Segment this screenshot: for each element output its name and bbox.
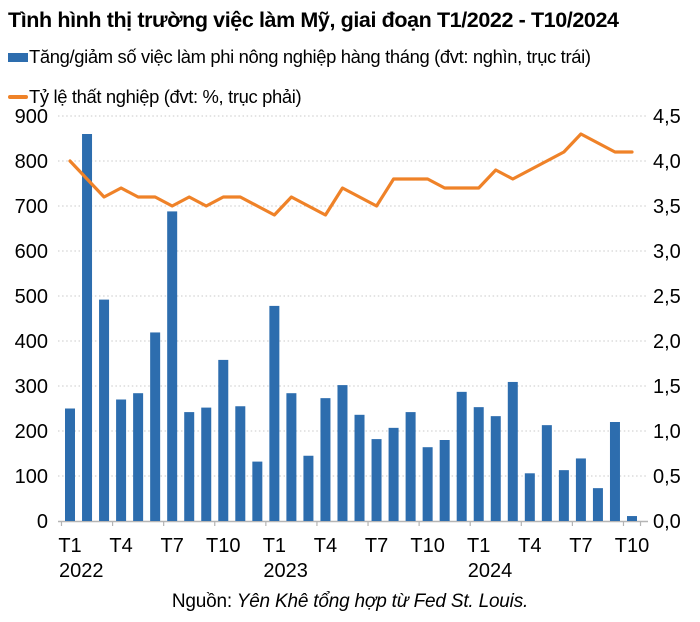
payrolls-bar (490, 416, 501, 521)
left-axis-label: 800 (15, 151, 48, 173)
payrolls-bar (167, 211, 178, 521)
left-axis-label: 500 (15, 286, 48, 308)
right-axis-label: 4,5 (653, 106, 681, 128)
right-axis-label: 3,5 (653, 196, 681, 218)
payrolls-bar (65, 408, 75, 521)
payrolls-bar (303, 455, 314, 521)
legend-item-payrolls: Tăng/giảm số việc làm phi nông nghiệp hà… (8, 45, 591, 69)
payrolls-bar (627, 516, 637, 521)
right-axis-label: 0,5 (653, 466, 681, 488)
x-axis-label: T10 (615, 535, 649, 557)
right-axis-label: 3,0 (653, 241, 681, 263)
left-axis-label: 300 (15, 376, 48, 398)
payrolls-bar (133, 393, 144, 521)
x-axis-label: T10 (206, 535, 240, 557)
payrolls-bar (82, 134, 93, 521)
left-axis-label: 900 (15, 106, 48, 128)
payrolls-bar (609, 422, 620, 521)
source-prefix: Nguồn: (171, 591, 232, 612)
left-axis-label: 600 (15, 241, 48, 263)
right-axis-label: 1,0 (653, 421, 681, 443)
payrolls-bar (592, 488, 603, 521)
x-axis-label: T4 (518, 535, 541, 557)
payrolls-bar (541, 425, 552, 521)
x-axis-label: T10 (410, 535, 444, 557)
payrolls-bar (99, 299, 110, 521)
payrolls-bar (354, 414, 365, 521)
right-axis-label: 2,5 (653, 286, 681, 308)
chart-title: Tình hình thị trường việc làm Mỹ, giai đ… (8, 8, 619, 32)
x-axis-label: T7 (161, 535, 184, 557)
legend-line-swatch-icon (8, 95, 28, 99)
payrolls-bar (388, 427, 399, 521)
x-axis-year-label: 2024 (468, 560, 513, 582)
right-axis-label: 1,5 (653, 376, 681, 398)
source-text: Yên Khê tổng hợp từ Fed St. Louis. (231, 591, 529, 612)
payrolls-bar (201, 407, 212, 521)
left-axis-label: 400 (15, 331, 48, 353)
left-axis-label: 100 (15, 466, 48, 488)
right-axis-label: 2,0 (653, 331, 681, 353)
payrolls-bar (150, 332, 161, 521)
payrolls-bar (575, 458, 586, 521)
payrolls-bar (252, 461, 263, 521)
left-axis-label: 200 (15, 421, 48, 443)
x-axis-label: T4 (314, 535, 337, 557)
payrolls-bar (473, 407, 484, 521)
legend-bar-swatch-icon (8, 52, 28, 62)
left-axis-label: 700 (15, 196, 48, 218)
payrolls-bar (507, 381, 518, 521)
left-axis-label: 0 (37, 511, 48, 533)
right-axis-label: 0,0 (653, 511, 681, 533)
source-note: Nguồn: Yên Khê tổng hợp từ Fed St. Louis… (0, 591, 700, 613)
payrolls-bar (558, 470, 569, 521)
payrolls-bar (524, 473, 535, 521)
legend-bar-label: Tăng/giảm số việc làm phi nông nghiệp hà… (29, 46, 591, 67)
payrolls-bar (235, 406, 246, 521)
payrolls-bar (456, 391, 467, 521)
right-axis-label: 4,0 (653, 151, 681, 173)
x-axis-label: T7 (365, 535, 388, 557)
x-axis-label: T1 (58, 535, 81, 557)
unemployment-line (68, 132, 634, 217)
x-axis-year-label: 2023 (263, 560, 308, 582)
payrolls-bar (320, 398, 331, 521)
payrolls-bar (422, 447, 433, 521)
x-axis-label: T1 (467, 535, 490, 557)
payrolls-bar (218, 359, 229, 521)
x-axis-label: T7 (569, 535, 592, 557)
payrolls-bar (116, 399, 127, 521)
payrolls-bar (269, 305, 280, 521)
payrolls-bar (184, 412, 195, 521)
payrolls-bar (337, 385, 348, 521)
payrolls-bar (439, 440, 450, 521)
payrolls-bar (371, 439, 382, 521)
payrolls-bar (405, 412, 416, 521)
legend-item-unemployment: Tỷ lệ thất nghiệp (đvt: %, trục phải) (8, 85, 302, 109)
payrolls-bar (286, 393, 297, 521)
x-axis-label: T4 (109, 535, 132, 557)
legend-line-label: Tỷ lệ thất nghiệp (đvt: %, trục phải) (29, 86, 302, 107)
x-axis-year-label: 2022 (59, 560, 104, 582)
x-axis-label: T1 (263, 535, 286, 557)
